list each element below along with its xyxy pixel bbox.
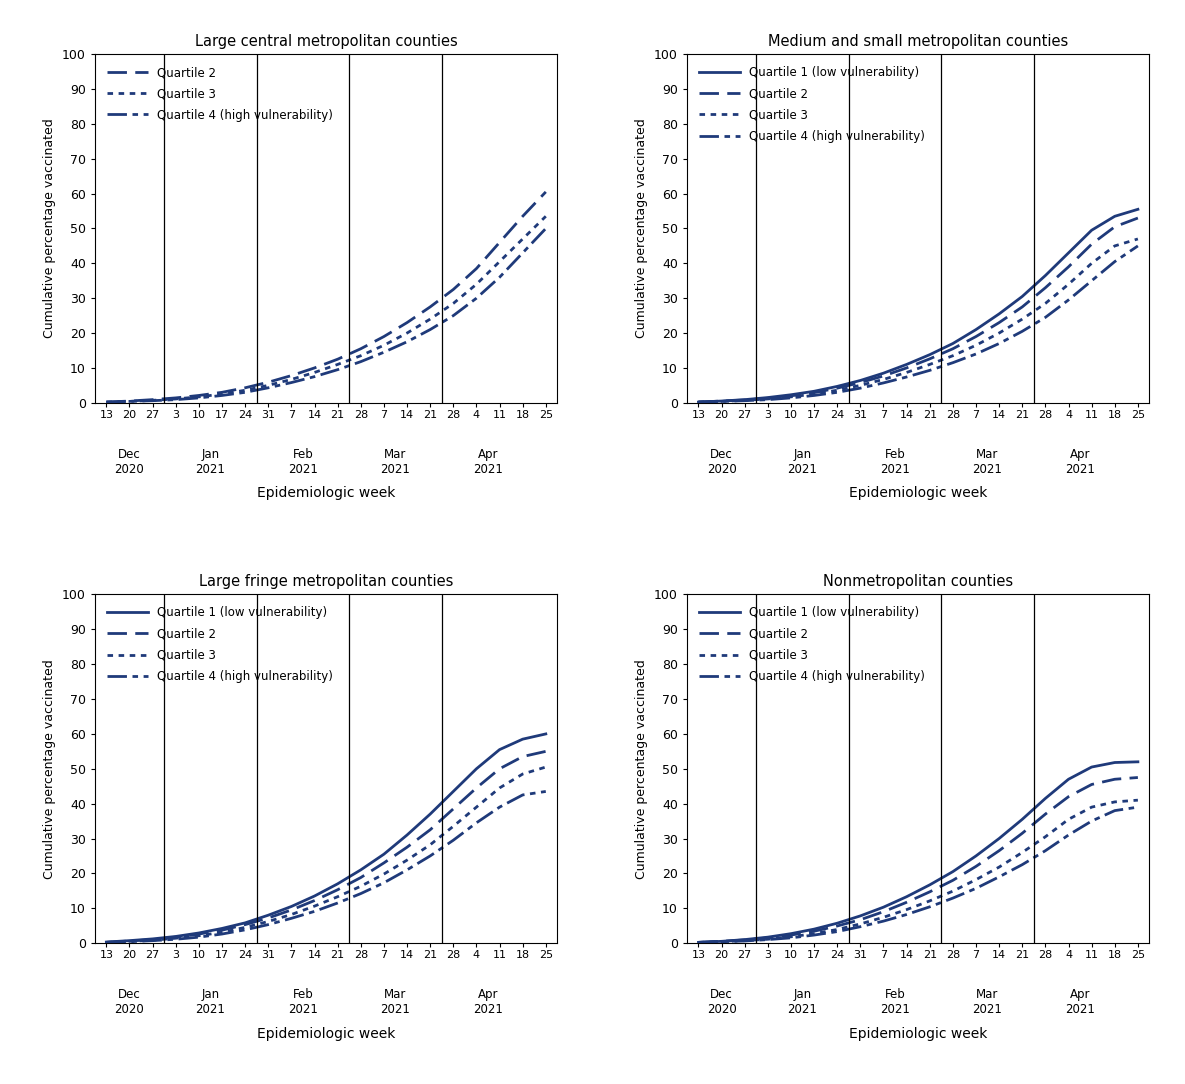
Text: Jan
2021: Jan 2021 — [788, 989, 818, 1017]
Legend: Quartile 2, Quartile 3, Quartile 4 (high vulnerability): Quartile 2, Quartile 3, Quartile 4 (high… — [101, 60, 339, 128]
Y-axis label: Cumulative percentage vaccinated: Cumulative percentage vaccinated — [44, 659, 57, 879]
Text: Apr
2021: Apr 2021 — [1065, 448, 1095, 476]
Text: Epidemiologic week: Epidemiologic week — [257, 487, 396, 501]
Text: Epidemiologic week: Epidemiologic week — [848, 1027, 987, 1041]
Text: Mar
2021: Mar 2021 — [973, 448, 1003, 476]
Y-axis label: Cumulative percentage vaccinated: Cumulative percentage vaccinated — [635, 118, 648, 338]
Text: Jan
2021: Jan 2021 — [196, 989, 225, 1017]
Text: Apr
2021: Apr 2021 — [473, 448, 502, 476]
Text: Dec
2020: Dec 2020 — [115, 989, 145, 1017]
Title: Large central metropolitan counties: Large central metropolitan counties — [194, 34, 457, 49]
Text: Jan
2021: Jan 2021 — [196, 448, 225, 476]
Legend: Quartile 1 (low vulnerability), Quartile 2, Quartile 3, Quartile 4 (high vulnera: Quartile 1 (low vulnerability), Quartile… — [101, 601, 339, 689]
Text: Feb
2021: Feb 2021 — [880, 448, 910, 476]
Text: Jan
2021: Jan 2021 — [788, 448, 818, 476]
Text: Epidemiologic week: Epidemiologic week — [848, 487, 987, 501]
Legend: Quartile 1 (low vulnerability), Quartile 2, Quartile 3, Quartile 4 (high vulnera: Quartile 1 (low vulnerability), Quartile… — [693, 601, 931, 689]
Legend: Quartile 1 (low vulnerability), Quartile 2, Quartile 3, Quartile 4 (high vulnera: Quartile 1 (low vulnerability), Quartile… — [693, 60, 931, 149]
Y-axis label: Cumulative percentage vaccinated: Cumulative percentage vaccinated — [44, 118, 57, 338]
Text: Apr
2021: Apr 2021 — [1065, 989, 1095, 1017]
Text: Dec
2020: Dec 2020 — [706, 989, 736, 1017]
Text: Feb
2021: Feb 2021 — [288, 989, 318, 1017]
Title: Medium and small metropolitan counties: Medium and small metropolitan counties — [768, 34, 1069, 49]
Text: Dec
2020: Dec 2020 — [115, 448, 145, 476]
Y-axis label: Cumulative percentage vaccinated: Cumulative percentage vaccinated — [635, 659, 648, 879]
Text: Feb
2021: Feb 2021 — [880, 989, 910, 1017]
Text: Mar
2021: Mar 2021 — [380, 448, 410, 476]
Title: Large fringe metropolitan counties: Large fringe metropolitan counties — [199, 575, 454, 590]
Text: Mar
2021: Mar 2021 — [380, 989, 410, 1017]
Text: Epidemiologic week: Epidemiologic week — [257, 1027, 396, 1041]
Text: Feb
2021: Feb 2021 — [288, 448, 318, 476]
Text: Dec
2020: Dec 2020 — [706, 448, 736, 476]
Text: Apr
2021: Apr 2021 — [473, 989, 502, 1017]
Text: Mar
2021: Mar 2021 — [973, 989, 1003, 1017]
Title: Nonmetropolitan counties: Nonmetropolitan counties — [824, 575, 1013, 590]
